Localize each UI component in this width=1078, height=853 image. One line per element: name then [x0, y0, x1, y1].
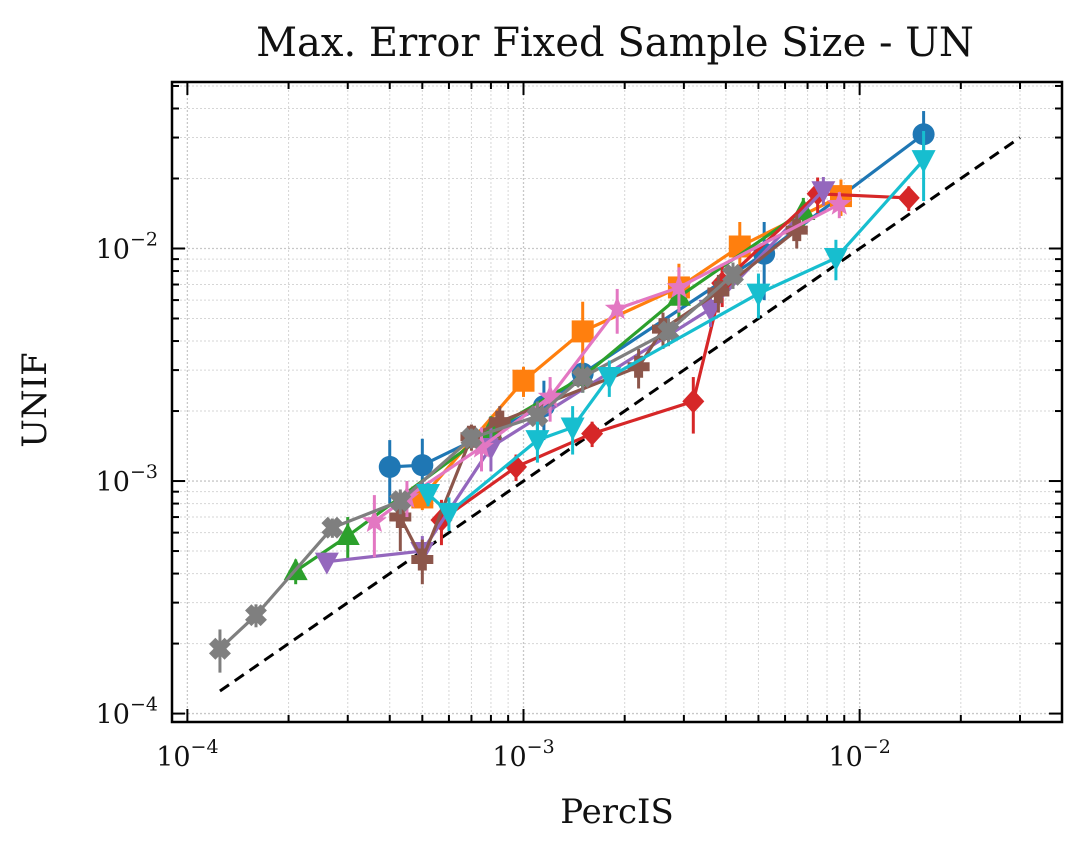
- data-point: [707, 281, 730, 304]
- series-8: [208, 262, 744, 673]
- data-point: [436, 502, 461, 526]
- data-point: [911, 150, 936, 174]
- y-tick-label: 10−2: [96, 228, 158, 265]
- data-point: [411, 454, 434, 477]
- data-point: [682, 389, 705, 414]
- data-point: [208, 637, 231, 660]
- x-tick-label: 10−3: [492, 736, 554, 773]
- x-axis-label: PercIS: [560, 792, 674, 832]
- x-tick-label: 10−4: [156, 736, 218, 773]
- ticks: 10−4 10−3 10−2 10−4 10−3 10−2: [96, 82, 1063, 773]
- plot-frame: [170, 80, 1064, 724]
- data-point: [581, 421, 604, 446]
- data-point: [698, 299, 723, 322]
- chart-title: Max. Error Fixed Sample Size - UN: [256, 20, 974, 66]
- y-tick-label: 10−4: [96, 694, 158, 731]
- data-point: [512, 369, 535, 392]
- data-point: [746, 283, 771, 307]
- data-point: [526, 405, 549, 428]
- data-point: [245, 604, 267, 627]
- series-9: [416, 131, 936, 531]
- data-point: [571, 366, 594, 389]
- data-point: [560, 417, 585, 441]
- data-point: [362, 508, 387, 532]
- data-point: [378, 455, 401, 478]
- data-point: [389, 490, 412, 513]
- data-point: [411, 548, 434, 571]
- data-point: [811, 181, 836, 204]
- series-line: [398, 228, 798, 564]
- data-point: [537, 383, 563, 408]
- data-point: [785, 219, 808, 242]
- data-point: [488, 410, 511, 433]
- data-point: [525, 430, 550, 454]
- reference-line: [219, 136, 1021, 693]
- data-point: [389, 506, 412, 529]
- data-point: [460, 427, 483, 450]
- data-point: [823, 248, 848, 272]
- series-line: [426, 159, 925, 515]
- data-point: [722, 263, 744, 286]
- y-tick-label: 10−3: [96, 461, 158, 498]
- data-point: [826, 191, 852, 215]
- data-point: [469, 434, 494, 458]
- axes-frame: [170, 80, 1064, 724]
- series-layer: [208, 111, 936, 673]
- labels: Max. Error Fixed Sample Size - UN PercIS…: [15, 20, 974, 832]
- data-point: [657, 320, 680, 343]
- data-point: [627, 355, 650, 378]
- series-line: [421, 194, 842, 499]
- data-point: [335, 523, 360, 546]
- data-point: [416, 483, 441, 507]
- data-point: [321, 516, 344, 539]
- data-point: [666, 274, 692, 298]
- x-tick-label: 10−2: [828, 736, 890, 773]
- data-point: [314, 552, 339, 575]
- reference-line-layer: [219, 136, 1021, 693]
- data-point: [597, 367, 622, 391]
- grid: [171, 82, 1063, 722]
- series-6: [389, 214, 808, 585]
- y-axis-label: UNIF: [15, 352, 55, 447]
- data-point: [604, 295, 630, 320]
- data-point: [571, 320, 594, 343]
- data-point: [897, 185, 920, 210]
- series-4: [430, 177, 920, 546]
